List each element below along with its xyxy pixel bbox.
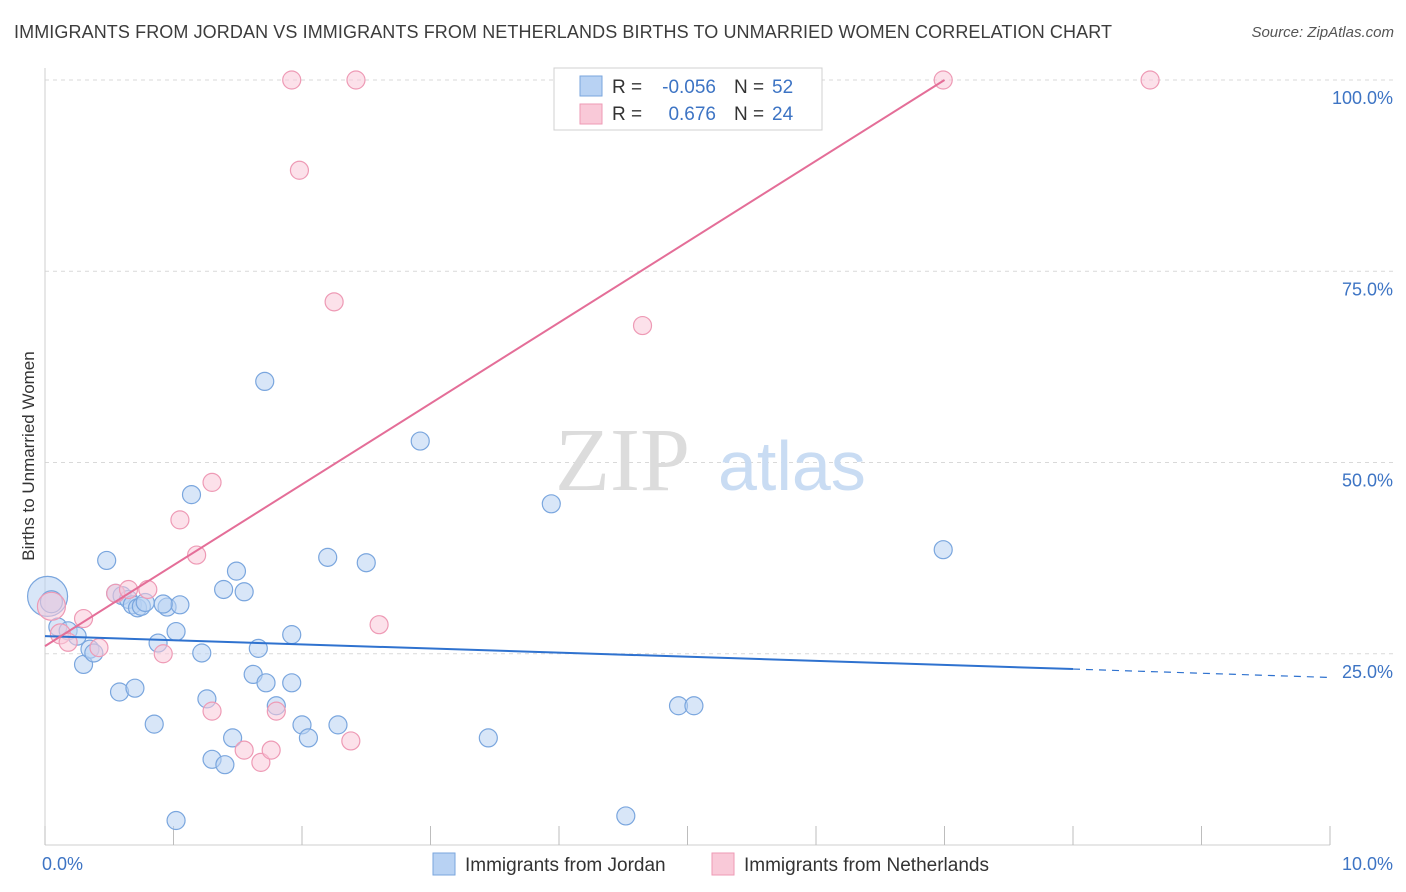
y-tick-label: 25.0% [1342, 662, 1393, 682]
jordan-point [166, 810, 186, 831]
netherlands-point [266, 701, 286, 721]
jordan-point [166, 621, 186, 642]
netherlands-trend-line [44, 79, 946, 647]
jordan-point [153, 594, 173, 614]
stats-legend: R = -0.056 N = 52 R = 0.676 N = 24 [553, 67, 823, 131]
netherlands-r-label: R = [612, 104, 642, 125]
jordan-r-label: R = [612, 77, 642, 98]
jordan-point [410, 431, 430, 451]
y-tick-label: 50.0% [1342, 471, 1393, 491]
netherlands-point [1140, 70, 1160, 90]
jordan-point [478, 728, 498, 748]
trend-lines [44, 79, 1331, 679]
jordan-point [256, 673, 276, 693]
jordan-point [616, 806, 636, 826]
netherlands-point [251, 752, 271, 772]
axes [44, 68, 1331, 846]
series-legend: Immigrants from Jordan Immigrants from N… [432, 852, 989, 876]
jordan-point [223, 728, 243, 748]
jordan-point [933, 540, 953, 560]
netherlands-point [202, 701, 222, 721]
jordan-point [328, 715, 348, 735]
jordan-point [125, 678, 145, 698]
legend-netherlands-swatch [711, 852, 735, 876]
x-tick-label-min: 0.0% [42, 854, 83, 874]
jordan-point [298, 728, 319, 748]
netherlands-point [73, 608, 94, 629]
source-credit: Source: ZipAtlas.com [1251, 24, 1394, 41]
watermark: ZIP atlas [555, 411, 866, 510]
netherlands-point [170, 510, 190, 530]
netherlands-point [153, 644, 173, 664]
jordan-point [144, 714, 164, 734]
jordan-point [97, 550, 117, 571]
jordan-point [214, 579, 234, 600]
netherlands-point [369, 615, 389, 635]
x-tick-label-max: 10.0% [1342, 854, 1393, 874]
jordan-swatch [579, 75, 603, 97]
netherlands-n-value: 24 [772, 104, 794, 125]
jordan-n-label: N = [734, 77, 764, 98]
jordan-point [215, 755, 235, 775]
jordan-point [234, 582, 254, 602]
netherlands-point [261, 740, 281, 760]
netherlands-n-label: N = [734, 104, 764, 125]
jordan-point [541, 494, 561, 514]
jordan-r-value: -0.056 [662, 77, 716, 98]
jordan-point [226, 561, 247, 581]
netherlands-point [138, 579, 158, 600]
tick-labels: 25.0% 50.0% 75.0% 100.0% 0.0% 10.0% [42, 88, 1393, 874]
netherlands-point [341, 731, 361, 751]
netherlands-point [324, 292, 344, 312]
netherlands-point [118, 579, 139, 600]
jordan-point [192, 643, 212, 663]
legend-jordan-swatch [432, 852, 456, 876]
watermark-atlas: atlas [718, 427, 866, 505]
y-axis-title: Births to Unmarried Women [19, 351, 38, 560]
y-tick-label: 75.0% [1342, 279, 1393, 299]
jordan-trend-extension [1072, 668, 1331, 679]
netherlands-point [289, 160, 310, 180]
jordan-point [255, 371, 275, 392]
netherlands-point [346, 70, 366, 90]
netherlands-point [36, 591, 67, 621]
netherlands-point [89, 638, 109, 658]
legend-jordan-label: Immigrants from Jordan [465, 855, 666, 876]
grid-lines [45, 79, 1395, 655]
chart-title: IMMIGRANTS FROM JORDAN VS IMMIGRANTS FRO… [14, 22, 1113, 42]
legend-netherlands-label: Immigrants from Netherlands [744, 855, 989, 876]
netherlands-point [202, 472, 222, 492]
watermark-zip: ZIP [555, 411, 690, 510]
jordan-point [282, 673, 302, 693]
jordan-point [282, 625, 302, 645]
jordan-point [181, 485, 202, 505]
jordan-trend-line [44, 635, 1074, 671]
netherlands-point [632, 315, 653, 336]
y-tick-label: 100.0% [1332, 88, 1393, 108]
netherlands-r-value: 0.676 [668, 104, 716, 125]
netherlands-swatch [579, 103, 603, 125]
jordan-point [318, 547, 338, 567]
netherlands-point [282, 70, 302, 90]
jordan-n-value: 52 [772, 77, 793, 98]
jordan-point [684, 696, 704, 716]
jordan-point [170, 595, 190, 615]
jordan-point [356, 553, 376, 573]
netherlands-point [234, 740, 254, 760]
netherlands-point [187, 545, 207, 565]
